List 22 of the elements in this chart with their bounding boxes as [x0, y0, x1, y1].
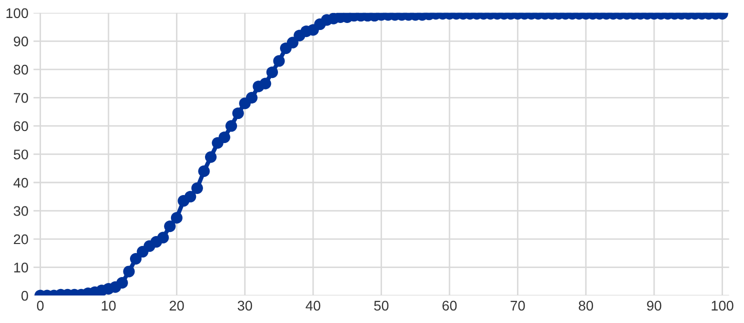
y-tick-label: 90 [14, 36, 28, 46]
y-tick-label: 50 [14, 150, 28, 160]
x-tick-label: 80 [578, 300, 594, 311]
y-tick-label: 80 [14, 64, 28, 75]
y-tick-label: 100 [6, 8, 28, 18]
y-tick-label: 0 [21, 290, 28, 301]
y-tick-label: 60 [14, 121, 28, 132]
x-tick-label: 10 [102, 300, 116, 311]
x-tick-label: 60 [442, 300, 457, 311]
y-tick-label: 30 [14, 206, 28, 216]
y-tick-label: 70 [14, 93, 28, 103]
x-tick-label: 30 [238, 300, 252, 311]
x-tick-label: 90 [647, 300, 662, 311]
y-tick-label: 40 [13, 178, 28, 188]
x-tick-label: 20 [170, 300, 184, 311]
x-tick-label: 70 [510, 300, 525, 311]
y-tick-label: 10 [14, 262, 28, 272]
x-tick-label: 0 [36, 300, 44, 311]
x-tick-label: 50 [374, 300, 388, 311]
y-tick-label: 20 [14, 234, 28, 244]
x-tick-label: 40 [306, 300, 320, 311]
x-tick-label: 100 [712, 300, 734, 311]
